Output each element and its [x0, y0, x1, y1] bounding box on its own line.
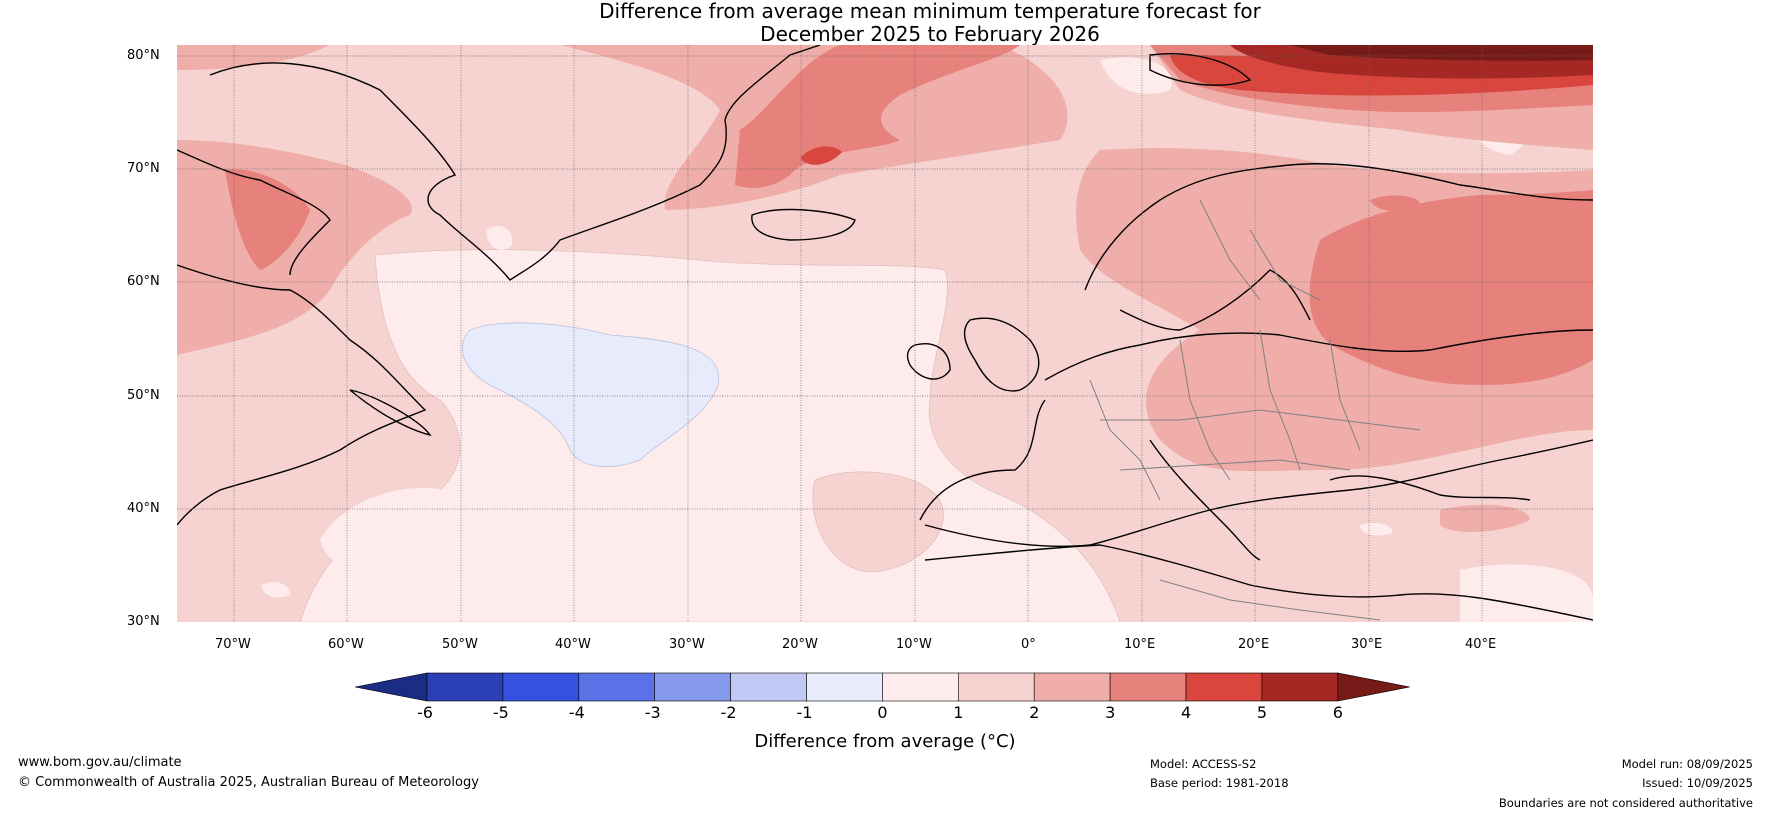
- colorbar-swatch: [502, 672, 580, 702]
- colorbar-tick-label: -6: [417, 703, 433, 722]
- footer-disclaimer: Boundaries are not considered authoritat…: [1498, 796, 1753, 810]
- lon-label-30w: 30°W: [669, 637, 705, 652]
- anomaly-region-3-4: [735, 45, 1020, 188]
- footer-model: Model: ACCESS-S2: [1150, 757, 1257, 771]
- lon-label-20w: 20°W: [782, 637, 818, 652]
- colorbar-swatch: [426, 672, 504, 702]
- colorbar-tick-label: -2: [720, 703, 737, 722]
- colorbar-tick-label: 3: [1105, 703, 1116, 722]
- footer-model-run: Model run: 08/09/2025: [1621, 757, 1753, 771]
- colorbar-swatch: [1185, 672, 1263, 702]
- colorbar-swatch: [578, 672, 655, 702]
- anomaly-field: [177, 45, 1593, 622]
- lon-label-40w: 40°W: [555, 637, 591, 652]
- colorbar-tick-label: 1: [953, 703, 964, 722]
- lat-label-30n: 30°N: [127, 614, 160, 629]
- colorbar-tick-label: -1: [796, 703, 813, 722]
- colorbar-extend-high: [1337, 672, 1410, 702]
- lon-label-40e: 40°E: [1465, 637, 1497, 652]
- lat-label-80n: 80°N: [127, 48, 160, 63]
- footer-base-period: Base period: 1981-2018: [1150, 776, 1289, 790]
- colorbar-swatch: [1109, 672, 1187, 702]
- colorbar-tick-label: -5: [492, 703, 509, 722]
- colorbar-tick-label: 4: [1181, 703, 1192, 722]
- colorbar-swatch: [730, 672, 807, 702]
- lon-label-60w: 60°W: [328, 637, 364, 652]
- coastlines: [177, 45, 1593, 621]
- colorbar-swatch: [1033, 672, 1111, 702]
- anomaly-region-over-6: [1290, 45, 1593, 61]
- lon-label-10w: 10°W: [896, 637, 932, 652]
- footer-copyright: © Commonwealth of Australia 2025, Austra…: [18, 775, 479, 790]
- lat-label-40n: 40°N: [127, 501, 160, 516]
- colorbar-tick-label: 2: [1029, 703, 1040, 722]
- graticule: [177, 45, 1593, 622]
- colorbar-tick-label: -3: [644, 703, 661, 722]
- colorbar-swatch: [957, 672, 1035, 702]
- lat-label-70n: 70°N: [127, 161, 160, 176]
- colorbar-swatch: [654, 672, 731, 702]
- lon-label-30e: 30°E: [1351, 637, 1383, 652]
- lon-label-0: 0°: [1021, 637, 1036, 652]
- colorbar-title: Difference from average (°C): [754, 731, 1016, 752]
- colorbar-tick-label: 0: [877, 703, 888, 722]
- lon-label-20e: 20°E: [1238, 637, 1270, 652]
- anomaly-region-minus1-0: [461, 322, 720, 467]
- lat-label-60n: 60°N: [127, 274, 160, 289]
- lat-label-50n: 50°N: [127, 388, 160, 403]
- lon-label-70w: 70°W: [215, 637, 251, 652]
- colorbar-tick-label: 6: [1332, 703, 1343, 722]
- borders: [1089, 199, 1421, 621]
- colorbar-extend-low: [354, 672, 428, 702]
- chart-title-line1: Difference from average mean minimum tem…: [599, 0, 1261, 23]
- lon-label-10e: 10°E: [1124, 637, 1156, 652]
- chart-title-line2: December 2025 to February 2026: [760, 22, 1100, 46]
- colorbar-swatch: [1261, 672, 1339, 702]
- footer-website: www.bom.gov.au/climate: [18, 755, 182, 770]
- colorbar: [354, 672, 1410, 702]
- colorbar-swatch: [806, 672, 883, 702]
- lon-label-50w: 50°W: [442, 637, 478, 652]
- footer-issued: Issued: 10/09/2025: [1642, 776, 1753, 790]
- colorbar-tick-label: 5: [1256, 703, 1268, 722]
- colorbar-swatch: [882, 672, 959, 702]
- colorbar-tick-label: -4: [568, 703, 585, 722]
